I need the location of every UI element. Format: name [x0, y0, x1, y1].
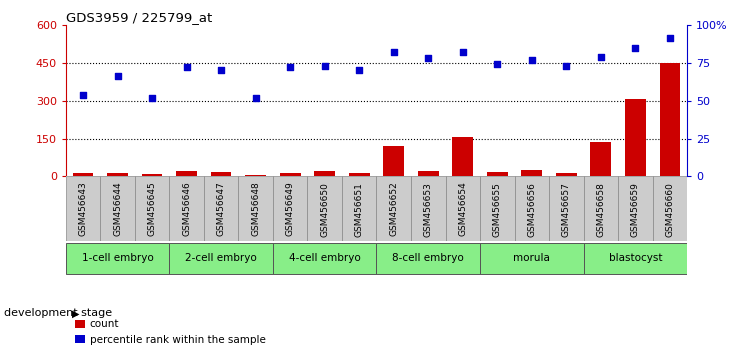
Bar	[314, 171, 335, 176]
Point	[215, 68, 227, 73]
Point	[353, 68, 365, 73]
Text: development stage: development stage	[4, 308, 112, 318]
Text: GSM456649: GSM456649	[286, 182, 295, 236]
Bar	[170, 176, 204, 241]
Bar	[521, 170, 542, 176]
Bar	[66, 176, 100, 241]
Point	[595, 54, 607, 59]
Point	[491, 61, 503, 67]
Bar	[625, 99, 645, 176]
Bar	[342, 176, 376, 241]
Bar	[583, 243, 687, 274]
Text: GSM456657: GSM456657	[562, 182, 571, 236]
Text: 2-cell embryo: 2-cell embryo	[185, 253, 257, 263]
Text: GSM456659: GSM456659	[631, 182, 640, 236]
Bar	[135, 176, 170, 241]
Point	[664, 36, 675, 41]
Bar	[273, 243, 376, 274]
Bar	[515, 176, 549, 241]
Bar	[445, 176, 480, 241]
Bar	[273, 176, 308, 241]
Point	[629, 45, 641, 50]
Bar	[480, 176, 515, 241]
Bar	[238, 176, 273, 241]
Text: GSM456653: GSM456653	[424, 182, 433, 236]
Text: GSM456647: GSM456647	[216, 182, 226, 236]
Text: GSM456652: GSM456652	[389, 182, 398, 236]
Bar	[549, 176, 583, 241]
Bar	[556, 173, 577, 176]
Text: GSM456656: GSM456656	[527, 182, 537, 236]
Text: GSM456643: GSM456643	[78, 182, 88, 236]
Bar	[142, 174, 162, 176]
Text: 1-cell embryo: 1-cell embryo	[82, 253, 154, 263]
Point	[319, 63, 330, 69]
Point	[561, 63, 572, 69]
Bar	[383, 146, 404, 176]
Point	[284, 64, 296, 70]
Text: GSM456644: GSM456644	[113, 182, 122, 236]
Bar	[411, 176, 445, 241]
Bar	[487, 172, 507, 176]
Bar	[107, 173, 128, 176]
Point	[388, 49, 400, 55]
Bar	[418, 171, 439, 176]
Legend: count, percentile rank within the sample: count, percentile rank within the sample	[71, 315, 270, 349]
Text: GSM456655: GSM456655	[493, 182, 501, 236]
Bar	[591, 142, 611, 176]
Point	[146, 95, 158, 101]
Bar	[659, 63, 681, 176]
Bar	[280, 173, 300, 176]
Bar	[583, 176, 618, 241]
Text: GSM456650: GSM456650	[320, 182, 329, 236]
Bar	[349, 173, 370, 176]
Text: blastocyst: blastocyst	[609, 253, 662, 263]
Point	[77, 92, 89, 97]
Bar	[204, 176, 238, 241]
Text: GSM456660: GSM456660	[665, 182, 675, 236]
Bar	[653, 176, 687, 241]
Point	[457, 49, 469, 55]
Bar	[72, 173, 94, 176]
Point	[112, 74, 124, 79]
Text: 4-cell embryo: 4-cell embryo	[289, 253, 360, 263]
Point	[423, 55, 434, 61]
Text: GSM456648: GSM456648	[251, 182, 260, 236]
Bar	[100, 176, 135, 241]
Text: ▶: ▶	[72, 308, 79, 318]
Bar	[376, 176, 411, 241]
Bar	[308, 176, 342, 241]
Text: morula: morula	[513, 253, 550, 263]
Bar	[170, 243, 273, 274]
Text: GDS3959 / 225799_at: GDS3959 / 225799_at	[66, 11, 212, 24]
Bar	[452, 137, 473, 176]
Text: GSM456651: GSM456651	[355, 182, 364, 236]
Bar	[211, 172, 232, 176]
Bar	[176, 171, 197, 176]
Bar	[66, 243, 170, 274]
Bar	[246, 175, 266, 176]
Text: GSM456654: GSM456654	[458, 182, 467, 236]
Text: GSM456645: GSM456645	[148, 182, 156, 236]
Point	[526, 57, 538, 63]
Point	[250, 95, 262, 101]
Text: 8-cell embryo: 8-cell embryo	[393, 253, 464, 263]
Text: GSM456646: GSM456646	[182, 182, 191, 236]
Point	[181, 64, 192, 70]
Bar	[376, 243, 480, 274]
Bar	[618, 176, 653, 241]
Bar	[480, 243, 583, 274]
Text: GSM456658: GSM456658	[596, 182, 605, 236]
